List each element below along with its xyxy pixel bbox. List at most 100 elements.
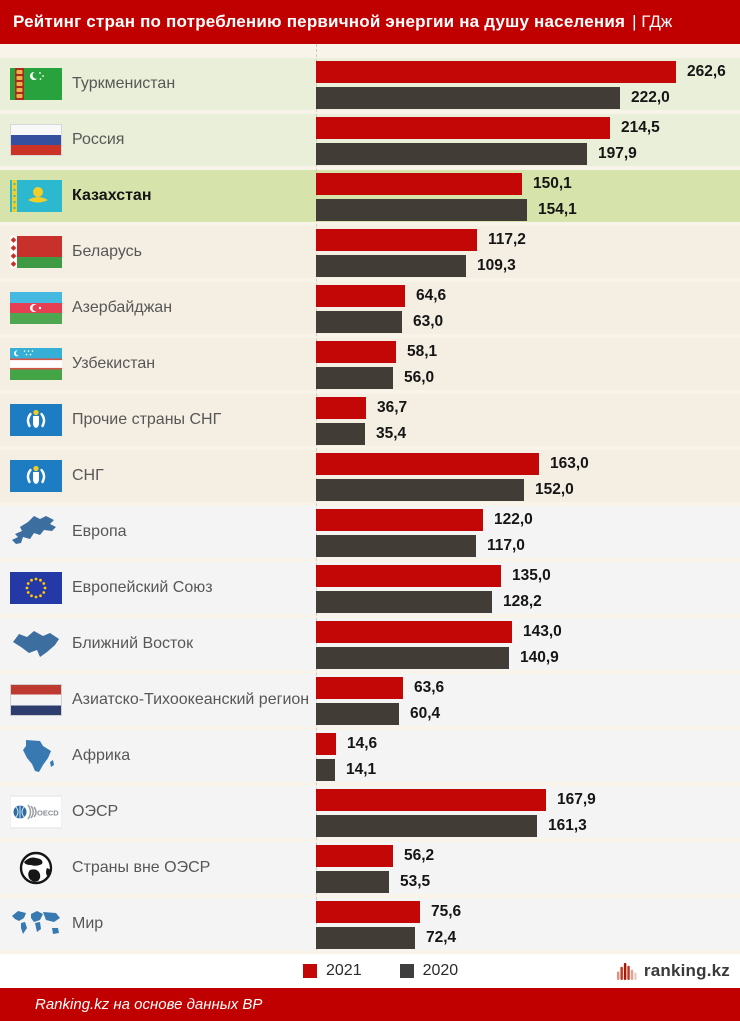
value-2020: 35,4	[376, 425, 407, 442]
bar-2020	[316, 311, 402, 333]
row-label: Азиатско-Тихоокеанский регион	[72, 691, 310, 708]
bar-2020	[316, 255, 466, 277]
row-label: Мир	[72, 915, 104, 932]
map-africa-icon	[10, 738, 62, 774]
row-label: Россия	[72, 131, 125, 148]
row-label: Страны вне ОЭСР	[72, 859, 211, 876]
bar-2021	[316, 397, 366, 419]
chart-row: Европейский Союз 135,0 128,2	[0, 562, 740, 614]
flag-eu-icon	[10, 570, 62, 606]
legend-item-2021: 2021	[303, 962, 362, 980]
chart-row: Прочие страны СНГ 36,7 35,4	[0, 394, 740, 446]
row-label: ОЭСР	[72, 803, 119, 820]
flag-uzbekistan-icon	[10, 346, 62, 382]
flag-apac-icon	[10, 682, 62, 718]
chart-row: Узбекистан 58,1 56,0	[0, 338, 740, 390]
value-2021: 262,6	[687, 63, 726, 80]
value-2020: 161,3	[548, 817, 587, 834]
row-bars: 75,6 72,4	[316, 901, 461, 953]
header-bar: Рейтинг стран по потреблению первичной э…	[0, 0, 740, 44]
flag-cis-icon	[10, 458, 62, 494]
page-title: Рейтинг стран по потреблению первичной э…	[13, 12, 626, 31]
bar-2021	[316, 733, 336, 755]
chart-row: Казахстан 150,1 154,1	[0, 170, 740, 222]
bar-2020	[316, 479, 524, 501]
row-bars: 36,7 35,4	[316, 397, 407, 449]
value-2021: 63,6	[414, 679, 445, 696]
chart-rows: Туркменистан 262,6 222,0 Россия 214,5 19…	[0, 44, 740, 950]
row-bars: 56,2 53,5	[316, 845, 434, 897]
chart-row: Азербайджан 64,6 63,0	[0, 282, 740, 334]
bar-2021	[316, 621, 512, 643]
chart-row: ОЭСР 167,9 161,3	[0, 786, 740, 838]
value-2020: 128,2	[503, 593, 542, 610]
legend-label-2021: 2021	[326, 962, 362, 979]
legend-band: 2021 2020 ranking.kz	[0, 954, 740, 988]
source-note: Ranking.kz на основе данных BP	[35, 996, 263, 1013]
bar-2020	[316, 367, 393, 389]
row-label: Ближний Восток	[72, 635, 194, 652]
chart-row: Беларусь 117,2 109,3	[0, 226, 740, 278]
bar-2021	[316, 901, 420, 923]
row-label: Европейский Союз	[72, 579, 213, 596]
value-2021: 58,1	[407, 343, 438, 360]
bar-2020	[316, 703, 399, 725]
bar-2021	[316, 341, 396, 363]
value-2020: 56,0	[404, 369, 435, 386]
value-2021: 64,6	[416, 287, 447, 304]
globe-bw-icon	[10, 850, 62, 886]
flag-russia-icon	[10, 122, 62, 158]
bar-2021	[316, 509, 483, 531]
value-2020: 14,1	[346, 761, 377, 778]
row-bars: 58,1 56,0	[316, 341, 437, 393]
bar-2020	[316, 87, 620, 109]
row-bars: 122,0 117,0	[316, 509, 533, 561]
chart-row: Азиатско-Тихоокеанский регион 63,6 60,4	[0, 674, 740, 726]
bar-2021	[316, 677, 403, 699]
bar-2021	[316, 845, 393, 867]
row-label: СНГ	[72, 467, 104, 484]
row-bars: 150,1 154,1	[316, 173, 577, 225]
value-2020: 154,1	[538, 201, 577, 218]
value-2020: 60,4	[410, 705, 441, 722]
value-2020: 53,5	[400, 873, 431, 890]
bar-2021	[316, 285, 405, 307]
value-2020: 72,4	[426, 929, 457, 946]
value-2021: 122,0	[494, 511, 533, 528]
flag-kazakhstan-icon	[10, 178, 62, 214]
bar-2020	[316, 199, 527, 221]
row-label: Прочие страны СНГ	[72, 411, 222, 428]
bar-2020	[316, 871, 389, 893]
value-2021: 135,0	[512, 567, 551, 584]
flag-azerbaijan-icon	[10, 290, 62, 326]
bar-2020	[316, 143, 587, 165]
row-bars: 214,5 197,9	[316, 117, 660, 169]
bar-2021	[316, 229, 477, 251]
row-bars: 143,0 140,9	[316, 621, 562, 673]
chart-row: Европа 122,0 117,0	[0, 506, 740, 558]
value-2020: 63,0	[413, 313, 444, 330]
row-bars: 117,2 109,3	[316, 229, 526, 281]
legend-swatch-2021	[303, 964, 317, 978]
bar-2020	[316, 815, 537, 837]
map-middle-east-icon	[10, 626, 62, 662]
ranking-kz-logo: ranking.kz	[616, 954, 730, 988]
page-title-unit: | ГДж	[632, 12, 673, 31]
oecd-logo-icon	[10, 794, 62, 830]
chart-row: Россия 214,5 197,9	[0, 114, 740, 166]
row-bars: 63,6 60,4	[316, 677, 444, 729]
value-2020: 140,9	[520, 649, 559, 666]
value-2021: 14,6	[347, 735, 378, 752]
bar-2021	[316, 565, 501, 587]
bar-2021	[316, 789, 546, 811]
row-label: Казахстан	[72, 187, 152, 204]
value-2021: 163,0	[550, 455, 589, 472]
chart-row: Мир 75,6 72,4	[0, 898, 740, 950]
value-2020: 152,0	[535, 481, 574, 498]
chart-row: Африка 14,6 14,1	[0, 730, 740, 782]
bar-2020	[316, 535, 476, 557]
row-bars: 64,6 63,0	[316, 285, 446, 337]
bar-2020	[316, 647, 509, 669]
flag-belarus-icon	[10, 234, 62, 270]
